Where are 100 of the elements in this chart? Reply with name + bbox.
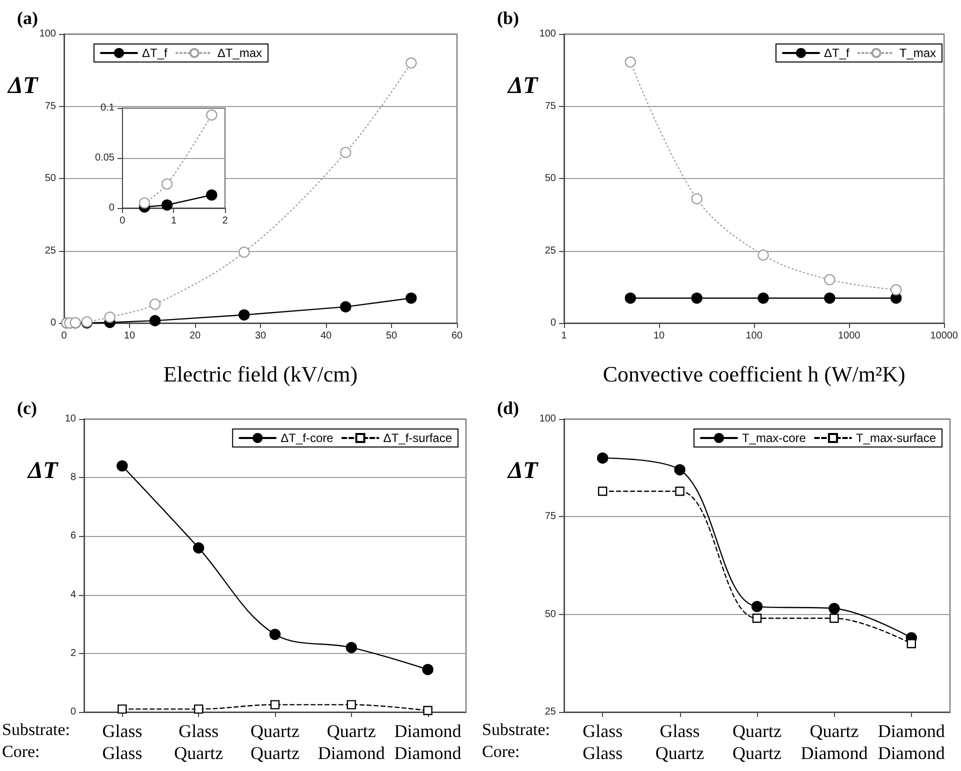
y-tick-label: 10 bbox=[64, 414, 76, 424]
x-tick-label: 10 bbox=[653, 330, 666, 342]
y-tick-label: 25 bbox=[544, 245, 556, 256]
point bbox=[104, 312, 116, 323]
x-tick-label: 100 bbox=[746, 330, 763, 342]
point bbox=[340, 146, 352, 158]
chart-title: (a) bbox=[17, 8, 38, 28]
legend-label: ΔT_f bbox=[142, 46, 168, 60]
legend-label: ΔT_f bbox=[824, 46, 850, 60]
point bbox=[674, 464, 686, 476]
y-axis-title: ΔT bbox=[507, 73, 540, 99]
point bbox=[340, 301, 352, 312]
x-tick-label: Glass Quartz bbox=[174, 721, 224, 763]
point bbox=[161, 199, 173, 211]
text: Substrate: bbox=[2, 720, 70, 739]
chart-title: (b) bbox=[497, 8, 520, 28]
y-tick-label: 0.1 bbox=[100, 102, 115, 114]
x-tick-label: 1000 bbox=[838, 330, 861, 342]
x-tick-label: 2 bbox=[222, 216, 228, 226]
point bbox=[238, 309, 250, 321]
point bbox=[824, 292, 836, 304]
y-tick-label: 0 bbox=[108, 202, 115, 214]
point bbox=[758, 249, 769, 261]
x-tick-label: Quartz Diamond bbox=[800, 721, 868, 763]
y-tick-label: 75 bbox=[44, 100, 56, 112]
point bbox=[406, 292, 417, 304]
y-tick-label: 8 bbox=[70, 472, 76, 484]
x-tick-label: 1 bbox=[561, 330, 568, 342]
y-tick-label: 0.05 bbox=[94, 152, 115, 164]
point bbox=[423, 706, 432, 716]
x-axis-title: Electric field (kV/cm) bbox=[163, 362, 358, 386]
point bbox=[751, 600, 763, 612]
point bbox=[422, 664, 434, 676]
point bbox=[269, 628, 281, 640]
y-tick-label: 6 bbox=[70, 530, 76, 542]
y-tick-label: 0 bbox=[50, 318, 56, 328]
point bbox=[138, 197, 150, 209]
point bbox=[116, 460, 128, 472]
point bbox=[691, 292, 702, 304]
y-tick-label: 2 bbox=[70, 648, 76, 659]
x-tick-label: Diamond Diamond bbox=[394, 721, 462, 763]
legend-label: T_max-core bbox=[742, 431, 806, 445]
y-tick-label: 0 bbox=[550, 318, 556, 328]
text: Substrate: bbox=[482, 720, 550, 739]
point bbox=[206, 189, 218, 201]
point bbox=[346, 642, 357, 654]
point bbox=[346, 700, 356, 710]
x-tick-label: 50 bbox=[386, 330, 398, 342]
x-tick-label: 40 bbox=[320, 330, 332, 342]
point bbox=[270, 700, 280, 710]
point bbox=[161, 178, 173, 190]
x-tick-label: Glass Glass bbox=[582, 721, 623, 763]
x-tick-label: Quartz Quartz bbox=[250, 721, 300, 763]
x-tick-label: 10 bbox=[124, 330, 136, 342]
y-tick-label: 100 bbox=[539, 414, 556, 424]
point bbox=[238, 246, 250, 258]
y-tick-label: 50 bbox=[544, 608, 556, 620]
y-tick-label: 100 bbox=[39, 28, 56, 40]
y-tick-label: 75 bbox=[544, 511, 556, 522]
point bbox=[118, 704, 127, 714]
point bbox=[890, 284, 902, 296]
y-tick-label: 75 bbox=[544, 100, 556, 112]
legend-label: T_max-surface bbox=[856, 431, 936, 445]
point bbox=[194, 704, 204, 714]
point bbox=[193, 542, 204, 554]
text: Core: bbox=[482, 742, 520, 761]
x-tick-label: Glass Glass bbox=[102, 721, 142, 763]
x-tick-label: Quartz Diamond bbox=[318, 721, 385, 763]
y-tick-label: 50 bbox=[44, 173, 56, 184]
x-tick-label: 60 bbox=[451, 330, 463, 342]
point bbox=[758, 292, 769, 304]
x-tick-label: 30 bbox=[254, 330, 266, 342]
legend-label: T_max bbox=[899, 46, 936, 60]
point bbox=[906, 639, 916, 648]
point bbox=[597, 452, 608, 464]
point bbox=[752, 614, 762, 623]
y-axis-title: ΔT bbox=[7, 73, 40, 99]
text: Core: bbox=[2, 742, 40, 761]
x-axis-title: Convective coefficient h (W/m²K) bbox=[602, 362, 906, 386]
chart-title: (d) bbox=[497, 398, 520, 418]
x-tick-label: 10000 bbox=[930, 330, 958, 342]
x-tick-label: Quartz Quartz bbox=[732, 721, 782, 763]
point bbox=[149, 315, 161, 326]
y-tick-label: 25 bbox=[44, 245, 56, 256]
point bbox=[598, 486, 608, 496]
x-tick-label: 0 bbox=[120, 216, 126, 226]
y-tick-label: 4 bbox=[70, 589, 76, 600]
y-tick-label: 0 bbox=[70, 706, 76, 718]
x-tick-label: Glass Quartz bbox=[655, 721, 704, 763]
legend-label: ΔT_max bbox=[217, 46, 262, 60]
point bbox=[624, 292, 636, 304]
chart-title: (c) bbox=[17, 398, 37, 418]
y-axis-title: ΔT bbox=[507, 458, 540, 484]
point bbox=[828, 602, 840, 614]
y-tick-label: 50 bbox=[544, 173, 556, 184]
point bbox=[830, 614, 839, 623]
y-axis-title: ΔT bbox=[27, 458, 60, 484]
point bbox=[691, 193, 702, 204]
legend-label: ΔT_f-surface bbox=[383, 431, 452, 445]
x-tick-label: Diamond Diamond bbox=[878, 721, 945, 763]
